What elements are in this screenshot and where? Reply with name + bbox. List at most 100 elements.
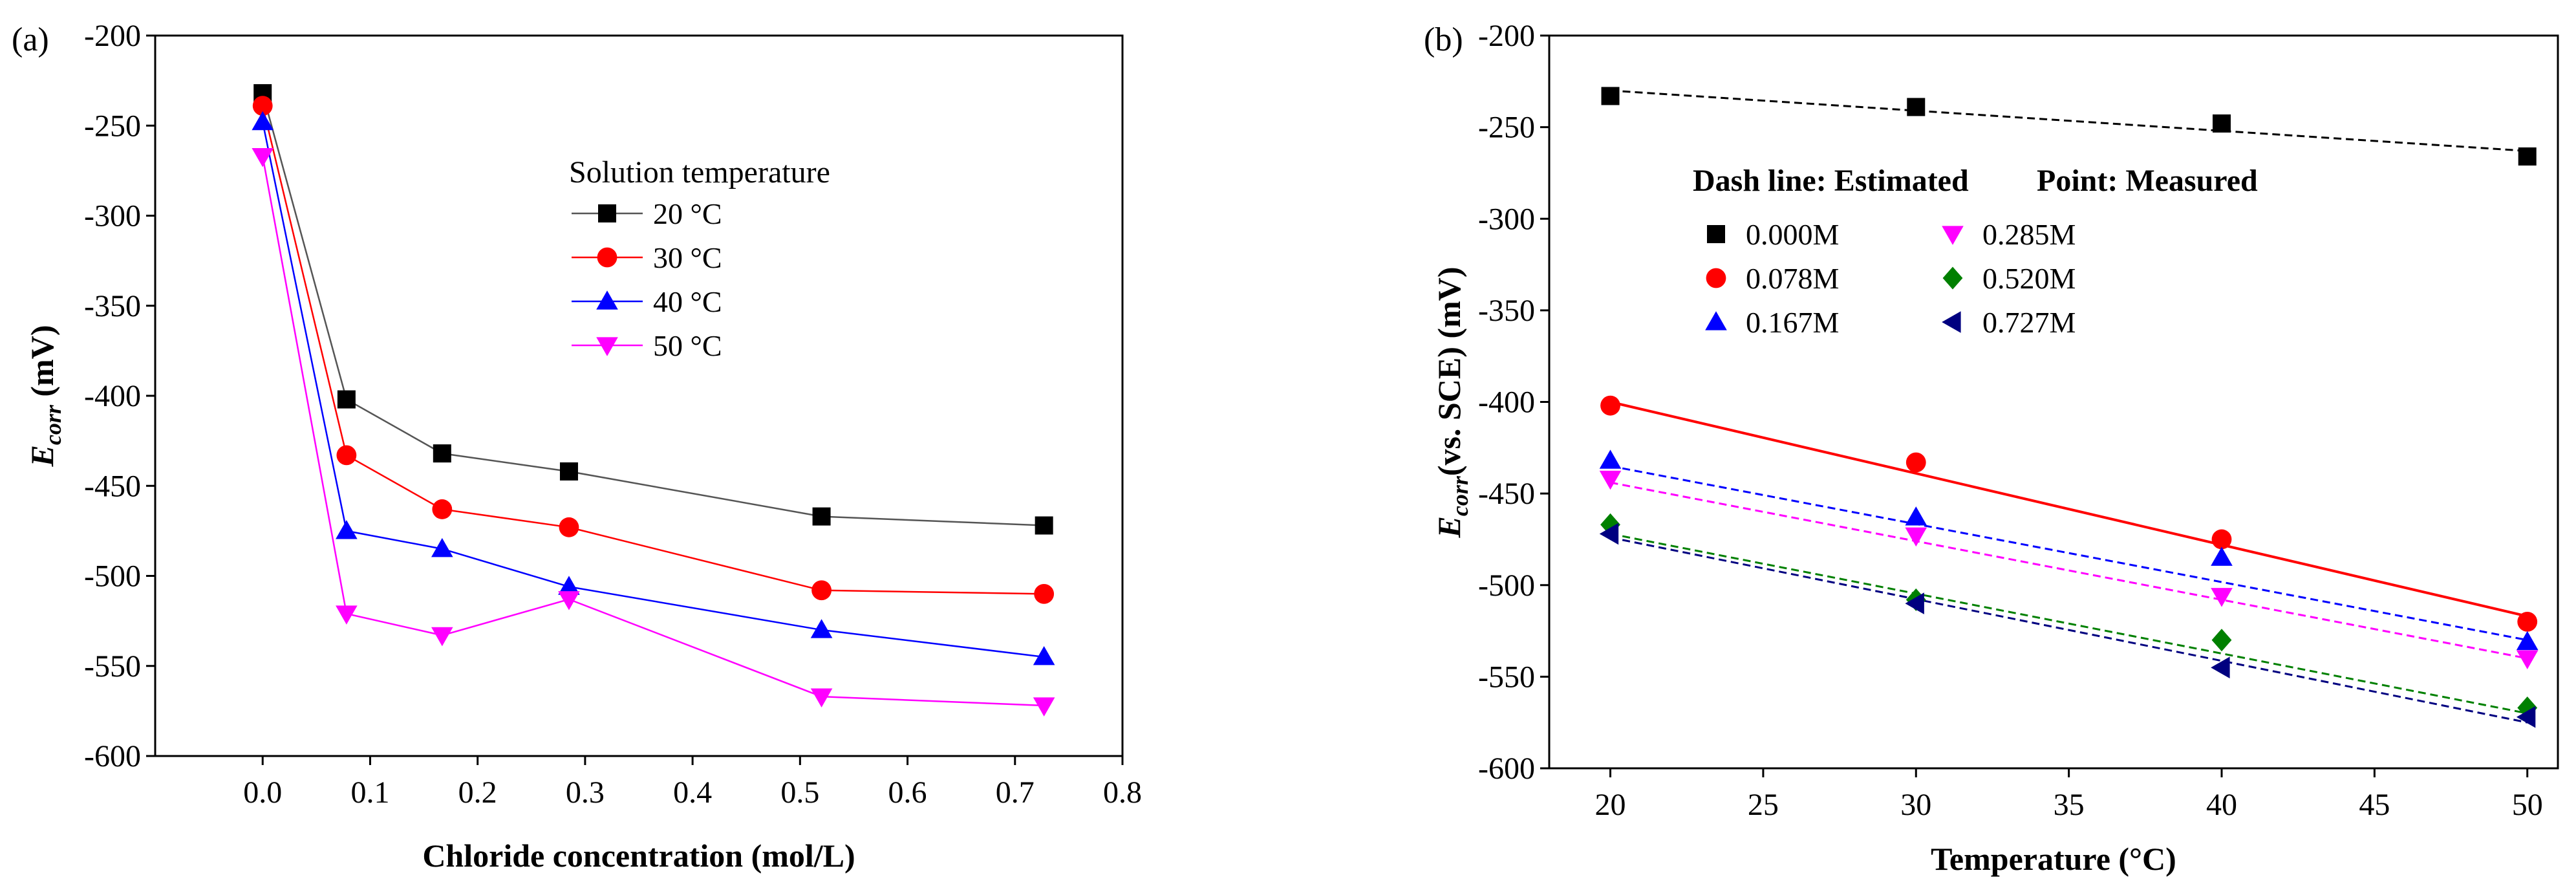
- panel-b-x-ticks: 20 25 30 35 40 45 50: [1595, 768, 2543, 822]
- panel-b-x-tick-label: 50: [2512, 788, 2543, 822]
- panel-b-point-0-167m: [1599, 449, 1622, 469]
- panel-a-y-label-rest: (mV): [24, 325, 60, 405]
- panel-a-point-30-c: [336, 445, 357, 466]
- panel-b-label: (b): [1424, 21, 1463, 58]
- panel-a-label: (a): [12, 21, 49, 58]
- panel-b-fit-line-0-727m: [1610, 536, 2528, 724]
- panel-b-y-axis-label: Ecorr(vs. SCE) (mV): [1431, 267, 1473, 539]
- panel-a-point-20-c: [1035, 516, 1053, 535]
- panel-b-y-tick-label: -200: [1478, 19, 1535, 53]
- panel-b-point-0-167m: [2211, 546, 2233, 566]
- panel-a-y-tick-label: -300: [84, 199, 141, 233]
- panel-b-y-tick-label: -300: [1478, 202, 1535, 236]
- panel-a-x-ticks: 0.0 0.1 0.2 0.3 0.4 0.5 0.6 0.7 0.8: [243, 756, 1142, 810]
- panel-a-x-tick-label: 0.3: [566, 775, 605, 810]
- panel-a-point-30-c: [252, 96, 273, 116]
- panel-b-y-label-sub: corr: [1447, 475, 1473, 516]
- panel-a: (a) -600 -550 -500 -450 -400 -350 -300 -250 -200…: [12, 19, 1142, 874]
- panel-b-point-0-520m: [2211, 629, 2232, 652]
- panel-a-series-line-20-c: [262, 92, 1044, 526]
- panel-a-x-tick-label: 0.0: [243, 775, 282, 810]
- legend-b-marker: [1706, 268, 1726, 288]
- panel-a-point-40-c: [336, 520, 358, 539]
- panel-b-x-tick-label: 45: [2359, 788, 2390, 822]
- legend-a-marker: [596, 290, 618, 310]
- panel-b-y-ticks: -600 -550 -500 -450 -400 -350 -300 -250 -200: [1478, 19, 1549, 786]
- panel-b-y-tick-label: -450: [1478, 477, 1535, 511]
- panel-a-y-tick-label: -250: [84, 109, 141, 143]
- panel-b-point-0-078m: [1600, 395, 1620, 416]
- panel-a-point-50-c: [558, 591, 580, 610]
- panel-b-point-0-285m: [2516, 650, 2538, 669]
- panel-b-point-0-000m: [2213, 114, 2231, 133]
- legend-b-entry-label: 0.520M: [1982, 262, 2076, 295]
- panel-a-x-tick-label: 0.4: [673, 775, 712, 810]
- panel-a-legend: Solution temperature 20 °C 30 °C 40 °C 50 °…: [569, 155, 830, 362]
- panel-a-series-line-40-c: [261, 122, 1044, 658]
- panel-b-plot-frame: [1548, 34, 2559, 770]
- panel-b-y-label-main: E: [1431, 516, 1467, 538]
- panel-a-series-lines: [261, 92, 1044, 707]
- panel-b-point-0-167m: [2516, 631, 2538, 651]
- panel-a-y-axis-label: Ecorr (mV): [24, 325, 66, 468]
- panel-b-point-0-727m: [1599, 523, 1619, 545]
- legend-b-marker: [1705, 311, 1727, 330]
- panel-b-fit-line-0-285m: [1610, 481, 2528, 660]
- legend-a-entry-label: 30 °C: [653, 241, 722, 274]
- panel-a-point-20-c: [812, 507, 831, 526]
- panel-b-y-tick-label: -550: [1478, 660, 1535, 694]
- panel-a-point-40-c: [431, 537, 453, 557]
- panel-b-fit-line-0-520m: [1610, 532, 2528, 715]
- panel-b-point-0-727m: [1905, 592, 1924, 614]
- panel-b-y-tick-label: -500: [1478, 568, 1535, 603]
- panel-a-point-40-c: [252, 111, 274, 131]
- legend-b-entry-label: 0.727M: [1982, 306, 2076, 339]
- panel-a-plot-frame: [154, 34, 1124, 757]
- panel-a-y-tick-label: -500: [84, 559, 141, 594]
- panel-b-point-0-000m: [2518, 147, 2537, 166]
- panel-b-fit-line-0-000m: [1610, 89, 2528, 152]
- legend-a-entry-label: 20 °C: [653, 197, 722, 230]
- panel-a-y-label-main: E: [24, 445, 60, 467]
- panel-b-point-0-078m: [2211, 529, 2232, 550]
- panel-a-point-50-c: [810, 688, 833, 708]
- panel-a-series-line-50-c: [261, 156, 1044, 707]
- panel-a-x-tick-label: 0.5: [780, 775, 819, 810]
- panel-a-y-tick-label: -400: [84, 379, 141, 413]
- panel-a-point-30-c: [432, 499, 453, 519]
- panel-a-point-40-c: [1033, 646, 1055, 665]
- legend-b-marker: [1942, 311, 1961, 333]
- panel-b-x-tick-label: 40: [2206, 788, 2237, 822]
- panel-b-point-0-727m: [2516, 706, 2536, 728]
- legend-b-marker: [1707, 225, 1725, 243]
- legend-a-entry-label: 40 °C: [653, 285, 722, 318]
- panel-a-y-ticks: -600 -550 -500 -450 -400 -350 -300 -250 -200: [84, 19, 155, 773]
- panel-a-point-40-c: [558, 576, 580, 595]
- panel-b-legend-header-right: Point: Measured: [2037, 164, 2258, 198]
- panel-a-point-30-c: [1034, 583, 1055, 604]
- panel-a-series-line-30-c: [262, 105, 1044, 595]
- panel-a-x-tick-label: 0.2: [458, 775, 497, 810]
- legend-a-entry-label: 50 °C: [653, 329, 722, 362]
- panel-b-point-0-285m: [2211, 588, 2233, 607]
- legend-b-entry-label: 0.285M: [1982, 218, 2076, 251]
- legend-a-marker: [598, 204, 616, 222]
- panel-a-y-tick-label: -600: [84, 739, 141, 773]
- panel-b-legend-header-left: Dash line: Estimated: [1693, 164, 1969, 198]
- panel-b-x-tick-label: 20: [1595, 788, 1626, 822]
- panel-a-y-tick-label: -350: [84, 289, 141, 323]
- panel-a-legend-title: Solution temperature: [569, 155, 830, 189]
- panel-a-point-50-c: [1033, 697, 1055, 717]
- panel-b-point-0-727m: [2211, 656, 2230, 679]
- panel-a-point-20-c: [337, 390, 356, 409]
- panel-b-point-0-000m: [1601, 87, 1620, 105]
- panel-b-y-tick-label: -600: [1478, 751, 1535, 786]
- panel-a-y-label-sub: corr: [40, 404, 66, 445]
- legend-a-marker: [596, 337, 618, 356]
- panel-b-fit-line-0-078m: [1610, 400, 2528, 618]
- panel-a-y-tick-label: -200: [84, 19, 141, 53]
- panel-a-point-30-c: [559, 517, 579, 537]
- panel-a-y-tick-label: -450: [84, 469, 141, 503]
- panel-b-y-tick-label: -350: [1478, 294, 1535, 328]
